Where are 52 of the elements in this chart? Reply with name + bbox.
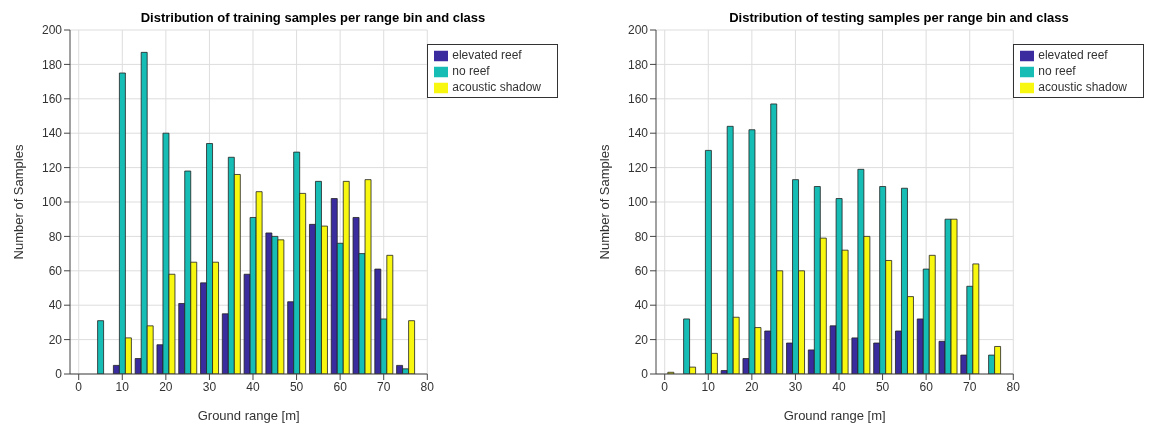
- y-tick-label: 140: [627, 126, 649, 141]
- y-tick-label: 40: [48, 298, 63, 313]
- y-tick-label: 80: [634, 229, 649, 244]
- y-tick-label: 0: [55, 367, 63, 382]
- x-tick-label: 10: [115, 379, 130, 394]
- x-tick-label: 70: [377, 379, 391, 394]
- y-tick-label: 100: [627, 195, 649, 210]
- y-tick-label: 120: [41, 160, 63, 175]
- x-tick-label: 80: [1006, 379, 1021, 394]
- x-tick-label: 30: [788, 379, 803, 394]
- y-tick-label: 140: [41, 126, 63, 141]
- x-tick-label: 10: [701, 379, 716, 394]
- y-tick-label: 20: [634, 332, 649, 347]
- x-tick-label: 0: [75, 379, 83, 394]
- x-tick-label: 40: [832, 379, 846, 394]
- legend-label: elevated reef: [452, 48, 522, 62]
- y-tick-label: 180: [627, 57, 649, 72]
- x-tick-label: 40: [246, 379, 260, 394]
- x-tick-label: 0: [661, 379, 669, 394]
- x-axis-title: Ground range [m]: [783, 408, 886, 423]
- y-axis-title: Number of Samples: [596, 144, 612, 260]
- x-tick-label: 20: [745, 379, 759, 394]
- y-tick-label: 160: [41, 92, 63, 107]
- legend-label: no reef: [452, 64, 490, 78]
- x-tick-label: 60: [919, 379, 934, 394]
- legend-label: acoustic shadow: [1038, 80, 1127, 94]
- x-tick-label: 50: [289, 379, 304, 394]
- x-tick-label: 20: [159, 379, 173, 394]
- y-tick-label: 100: [41, 195, 63, 210]
- legend-label: elevated reef: [1038, 48, 1108, 62]
- y-tick-label: 120: [627, 160, 649, 175]
- y-tick-label: 0: [641, 367, 649, 382]
- x-tick-label: 70: [963, 379, 977, 394]
- y-tick-label: 160: [627, 92, 649, 107]
- y-axis-title: Number of Samples: [10, 144, 26, 260]
- x-tick-label: 50: [875, 379, 890, 394]
- x-tick-label: 60: [333, 379, 348, 394]
- x-axis-title: Ground range [m]: [197, 408, 300, 423]
- y-tick-label: 200: [627, 23, 649, 38]
- y-tick-label: 200: [41, 23, 63, 38]
- chart-title: Distribution of training samples per range bin and class: [139, 10, 487, 25]
- legend-label: no reef: [1038, 64, 1076, 78]
- y-tick-label: 20: [48, 332, 63, 347]
- x-tick-label: 80: [420, 379, 435, 394]
- chart-title: Distribution of testing samples per range bin and class: [728, 10, 1070, 25]
- legend-label: acoustic shadow: [452, 80, 541, 94]
- y-tick-label: 60: [634, 264, 649, 279]
- x-tick-label: 30: [202, 379, 217, 394]
- y-tick-label: 60: [48, 264, 63, 279]
- y-tick-label: 80: [48, 229, 63, 244]
- y-tick-label: 40: [634, 298, 649, 313]
- y-tick-label: 180: [41, 57, 63, 72]
